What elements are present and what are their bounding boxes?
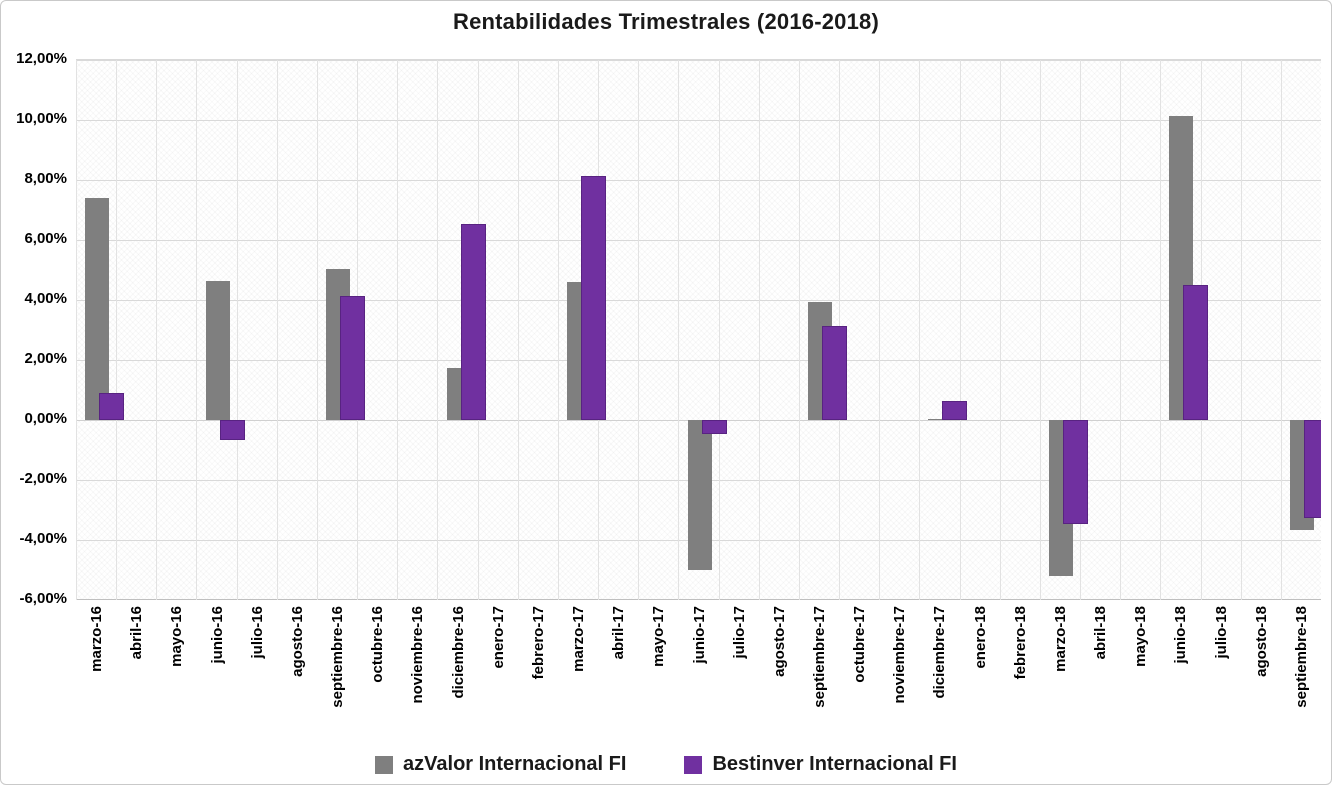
gridline-vertical xyxy=(1080,60,1081,600)
x-axis-tick-label: diciembre-16 xyxy=(449,606,467,699)
x-axis-tick-label: junio-16 xyxy=(208,606,226,664)
x-axis-tick-label: julio-17 xyxy=(730,606,748,659)
bar-bestinver-marzo-17 xyxy=(581,175,607,420)
gridline-vertical xyxy=(1241,60,1242,600)
gridline-vertical xyxy=(156,60,157,600)
y-axis-tick-label: 6,00% xyxy=(24,230,67,247)
x-axis-tick-label: marzo-16 xyxy=(88,606,106,672)
x-axis-tick-label: noviembre-16 xyxy=(409,606,427,704)
gridline-horizontal xyxy=(76,180,1321,181)
bestinver-swatch-icon xyxy=(684,755,703,774)
x-axis-tick-label: julio-18 xyxy=(1212,606,1230,659)
x-axis-tick-label: abril-18 xyxy=(1092,606,1110,660)
legend-label-azvalor: azValor Internacional FI xyxy=(403,753,627,775)
gridline-horizontal xyxy=(76,360,1321,361)
x-axis-tick-label: enero-17 xyxy=(489,606,507,669)
y-axis-tick-label: 0,00% xyxy=(24,410,67,427)
gridline-horizontal xyxy=(76,240,1321,241)
y-axis-tick-label: 4,00% xyxy=(24,290,67,307)
gridline-vertical xyxy=(397,60,398,600)
gridline-vertical xyxy=(1000,60,1001,600)
gridline-vertical xyxy=(558,60,559,600)
gridline-vertical xyxy=(799,60,800,600)
gridline-vertical xyxy=(678,60,679,600)
bar-bestinver-diciembre-17 xyxy=(942,400,968,420)
x-axis-tick-label: mayo-16 xyxy=(168,606,186,667)
bar-azvalor-junio-16 xyxy=(205,280,230,420)
gridline-vertical xyxy=(1120,60,1121,600)
x-axis-tick-label: octubre-17 xyxy=(851,606,869,683)
x-axis-tick-label: enero-18 xyxy=(971,606,989,669)
bar-azvalor-junio-17 xyxy=(687,420,712,570)
x-axis-tick-label: febrero-18 xyxy=(1011,606,1029,680)
gridline-vertical xyxy=(919,60,920,600)
x-axis-tick-label: mayo-17 xyxy=(650,606,668,667)
gridline-vertical xyxy=(638,60,639,600)
x-axis-tick-label: agosto-17 xyxy=(770,606,788,677)
x-axis-tick-label: agosto-18 xyxy=(1252,606,1270,677)
bar-bestinver-junio-16 xyxy=(219,420,245,440)
legend-label-bestinver: Bestinver Internacional FI xyxy=(712,753,957,775)
x-axis-tick-label: marzo-17 xyxy=(570,606,588,672)
bar-bestinver-septiembre-18 xyxy=(1303,420,1321,518)
x-axis-tick-label: mayo-18 xyxy=(1132,606,1150,667)
y-axis-tick-label: -6,00% xyxy=(19,590,67,607)
bar-bestinver-septiembre-16 xyxy=(340,295,366,420)
x-axis-tick-label: abril-17 xyxy=(610,606,628,660)
legend-item-azvalor: azValor Internacional FI xyxy=(375,753,626,776)
x-axis-tick-label: septiembre-17 xyxy=(810,606,828,708)
gridline-vertical xyxy=(719,60,720,600)
x-axis-tick-label: diciembre-17 xyxy=(931,606,949,699)
x-axis-tick-label: marzo-18 xyxy=(1051,606,1069,672)
y-axis-tick-label: -4,00% xyxy=(19,530,67,547)
gridline-vertical xyxy=(196,60,197,600)
gridline-horizontal xyxy=(76,599,1321,600)
x-axis-tick-label: febrero-17 xyxy=(529,606,547,680)
gridline-vertical xyxy=(879,60,880,600)
y-axis-tick-label: -2,00% xyxy=(19,470,67,487)
x-axis-tick-label: junio-18 xyxy=(1172,606,1190,664)
gridline-vertical xyxy=(1160,60,1161,600)
x-axis-tick-label: agosto-16 xyxy=(288,606,306,677)
y-axis-tick-label: 10,00% xyxy=(16,110,67,127)
legend: azValor Internacional FI Bestinver Inter… xyxy=(1,753,1331,776)
gridline-vertical xyxy=(116,60,117,600)
x-axis-tick-label: junio-17 xyxy=(690,606,708,664)
x-axis-tick-label: julio-16 xyxy=(248,606,266,659)
gridline-vertical xyxy=(518,60,519,600)
gridline-vertical xyxy=(1040,60,1041,600)
gridline-vertical xyxy=(759,60,760,600)
bar-azvalor-diciembre-17 xyxy=(928,418,953,420)
plot-area xyxy=(76,59,1321,600)
azvalor-swatch-icon xyxy=(375,755,394,774)
y-axis-tick-label: 8,00% xyxy=(24,170,67,187)
y-axis-tick-label: 12,00% xyxy=(16,50,67,67)
gridline-vertical xyxy=(317,60,318,600)
chart-title: Rentabilidades Trimestrales (2016-2018) xyxy=(452,9,879,34)
gridline-horizontal xyxy=(76,120,1321,121)
x-axis-tick-label: noviembre-17 xyxy=(891,606,909,704)
x-axis-tick-label: septiembre-16 xyxy=(329,606,347,708)
bar-bestinver-junio-17 xyxy=(701,420,727,434)
legend-item-bestinver: Bestinver Internacional FI xyxy=(684,753,957,776)
bar-bestinver-junio-18 xyxy=(1183,285,1209,420)
bar-bestinver-septiembre-17 xyxy=(821,325,847,420)
x-axis-tick-label: septiembre-18 xyxy=(1292,606,1310,708)
gridline-vertical xyxy=(237,60,238,600)
bar-bestinver-marzo-18 xyxy=(1062,420,1088,524)
bar-bestinver-marzo-16 xyxy=(99,393,125,420)
bar-bestinver-diciembre-16 xyxy=(460,223,486,420)
gridline-vertical xyxy=(1281,60,1282,600)
gridline-horizontal xyxy=(76,60,1321,61)
x-axis-tick-label: octubre-16 xyxy=(369,606,387,683)
y-axis-tick-label: 2,00% xyxy=(24,350,67,367)
gridline-vertical xyxy=(277,60,278,600)
gridline-vertical xyxy=(960,60,961,600)
gridline-vertical xyxy=(76,60,77,600)
gridline-horizontal xyxy=(76,300,1321,301)
bar-azvalor-marzo-16 xyxy=(85,198,110,420)
x-axis-tick-label: abril-16 xyxy=(128,606,146,660)
gridline-vertical xyxy=(437,60,438,600)
